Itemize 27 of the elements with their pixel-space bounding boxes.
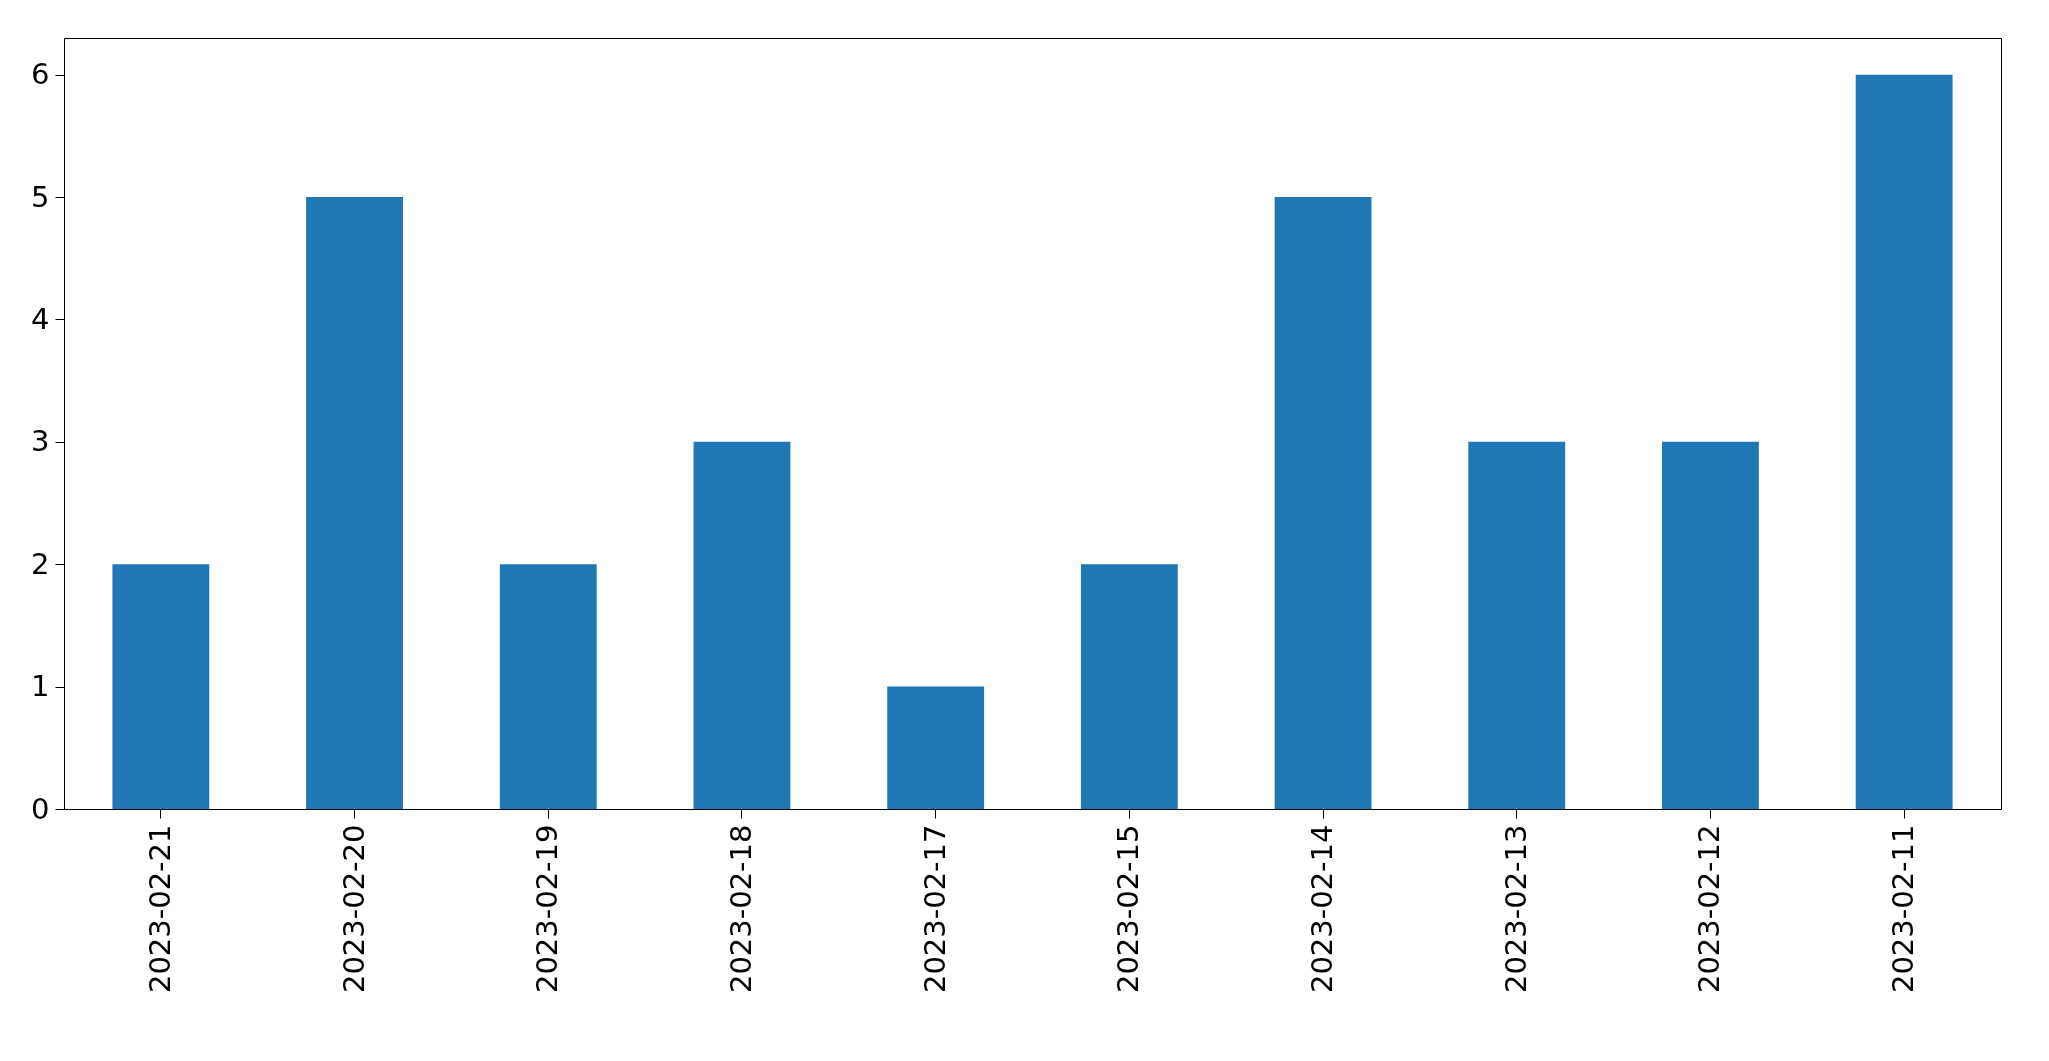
bar [1468, 441, 1566, 809]
y-tick-label: 5 [31, 179, 50, 214]
bar [499, 564, 597, 809]
bar [1274, 197, 1372, 809]
x-tick-label: 2023-02-13 [1498, 824, 1533, 994]
bar [1080, 564, 1178, 809]
y-tick-label: 6 [31, 57, 50, 92]
x-tick-label: 2023-02-17 [917, 824, 952, 994]
bar [887, 686, 985, 809]
bar [1855, 74, 1953, 809]
x-tick-label: 2023-02-11 [1886, 824, 1921, 994]
bar [112, 564, 210, 809]
x-tick-label: 2023-02-19 [530, 824, 565, 994]
x-tick-label: 2023-02-14 [1305, 824, 1340, 994]
y-tick-label: 4 [31, 301, 50, 336]
bar [1662, 441, 1759, 809]
y-tick-label: 0 [31, 791, 50, 826]
x-tick-label: 2023-02-21 [142, 824, 177, 994]
x-tick-label: 2023-02-18 [723, 824, 758, 994]
bar [693, 441, 791, 809]
y-tick-label: 3 [31, 424, 50, 459]
y-tick-label: 1 [31, 669, 50, 704]
x-tick-label: 2023-02-15 [1111, 824, 1146, 994]
y-tick-label: 2 [31, 546, 50, 581]
bar [306, 197, 403, 809]
x-tick-label: 2023-02-12 [1692, 824, 1727, 994]
x-tick-label: 2023-02-20 [336, 824, 371, 994]
